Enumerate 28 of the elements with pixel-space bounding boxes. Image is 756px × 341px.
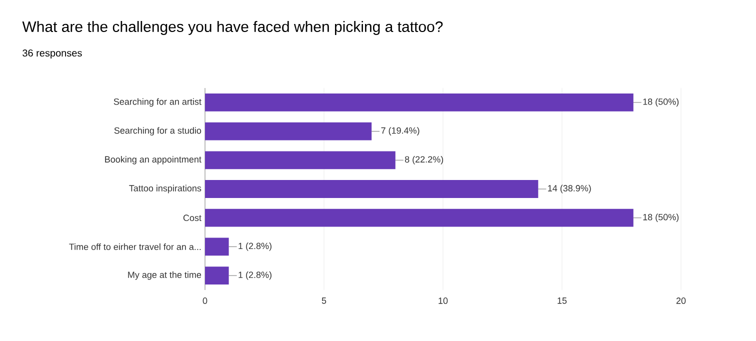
bar [205, 266, 229, 285]
bar [205, 208, 634, 227]
y-tick-label: Tattoo inspirations [129, 184, 202, 194]
x-tick-label: 0 [202, 298, 208, 304]
x-tick-label: 10 [438, 298, 448, 304]
chart-title: What are the challenges you have faced when picking a tattoo? [22, 21, 443, 35]
y-tick-label: Searching for an artist [114, 98, 202, 107]
bar [205, 238, 229, 256]
data-label: 7 (19.4%) [381, 127, 420, 136]
x-tick-label: 5 [322, 298, 326, 304]
y-tick-label: Booking an appointment [105, 156, 202, 164]
data-label: 1 (2.8%) [238, 242, 272, 251]
x-tick-label: 20 [676, 298, 686, 304]
data-label: 18 (50%) [643, 98, 679, 107]
data-label: 14 (38.9%) [548, 184, 591, 194]
y-tick-label: Time off to eirher travel for an a... [69, 243, 201, 250]
y-tick-label: Searching for a studio [114, 127, 202, 136]
text: 36 responses [22, 49, 82, 59]
bar [205, 180, 538, 198]
x-tick-label: 15 [558, 298, 567, 304]
data-label: 8 (22.2%) [404, 156, 444, 164]
bar [205, 93, 634, 112]
y-tick-label: My age at the time [128, 271, 202, 280]
data-label: 18 (50%) [643, 214, 679, 222]
y-tick-label: Cost [183, 214, 202, 222]
bar [205, 151, 396, 170]
bar [205, 122, 372, 140]
data-label: 1 (2.8%) [238, 271, 272, 280]
